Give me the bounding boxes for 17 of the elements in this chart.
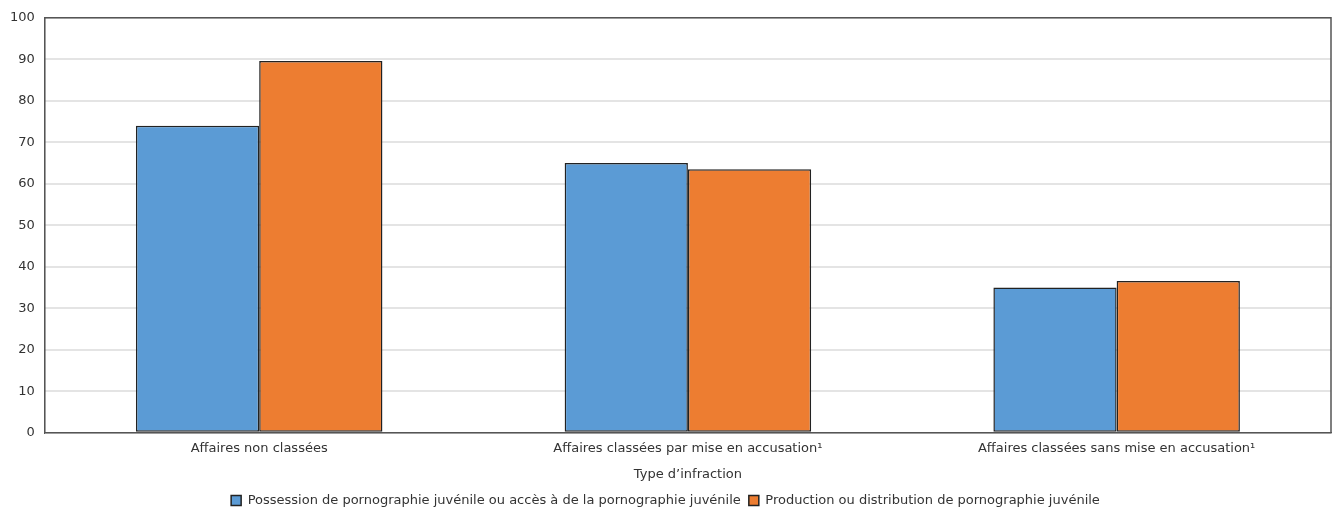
x-tick-label: Affaires classées par mise en accusation¹ xyxy=(553,439,823,455)
x-tick-label: Affaires non classées xyxy=(190,439,328,455)
y-tick-label: 60 xyxy=(18,175,35,191)
legend-label: Possession de pornographie juvénile ou accès à de la pornographie juvénile xyxy=(247,491,741,507)
y-tick-label: 30 xyxy=(18,299,35,315)
y-tick-label: 100 xyxy=(9,9,35,25)
y-tick-label: 70 xyxy=(18,133,35,149)
y-tick-label: 50 xyxy=(18,216,35,232)
y-tick-label: 20 xyxy=(18,341,35,357)
y-tick-label: 10 xyxy=(18,382,35,398)
y-tick-label: 40 xyxy=(18,258,35,274)
legend-label: Production ou distribution de pornographie juvénile xyxy=(765,491,1100,507)
x-tick-label: Affaires classées sans mise en accusation¹ xyxy=(977,439,1256,455)
x-axis-title: Type d’infraction xyxy=(632,465,742,481)
y-tick-label: 80 xyxy=(18,92,35,108)
y-tick-label: 90 xyxy=(18,50,35,66)
y-tick-label: 0 xyxy=(26,424,35,440)
